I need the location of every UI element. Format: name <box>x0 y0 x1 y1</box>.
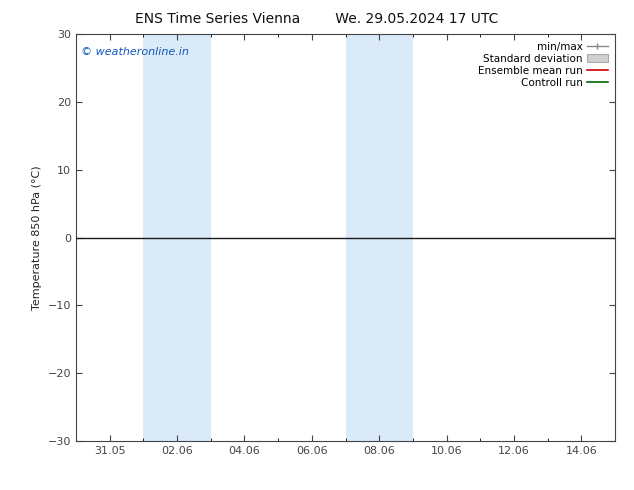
Legend: min/max, Standard deviation, Ensemble mean run, Controll run: min/max, Standard deviation, Ensemble me… <box>476 40 610 90</box>
Text: © weatheronline.in: © weatheronline.in <box>81 47 190 56</box>
Text: ENS Time Series Vienna        We. 29.05.2024 17 UTC: ENS Time Series Vienna We. 29.05.2024 17… <box>135 12 499 26</box>
Bar <box>143 34 210 441</box>
Y-axis label: Temperature 850 hPa (°C): Temperature 850 hPa (°C) <box>32 165 42 310</box>
Bar <box>346 34 413 441</box>
